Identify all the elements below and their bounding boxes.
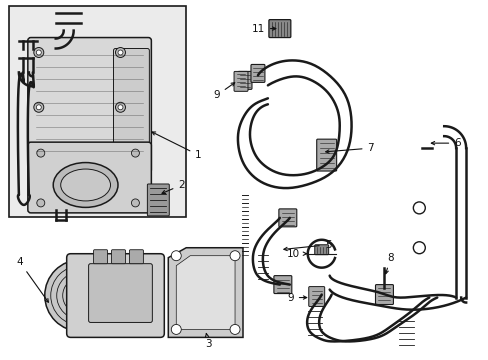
Text: 4: 4	[16, 257, 48, 302]
Circle shape	[76, 291, 85, 301]
Text: 8: 8	[384, 253, 393, 274]
Circle shape	[34, 157, 44, 167]
FancyBboxPatch shape	[316, 139, 336, 171]
FancyBboxPatch shape	[273, 276, 291, 293]
FancyBboxPatch shape	[113, 49, 149, 167]
FancyBboxPatch shape	[234, 71, 247, 91]
Polygon shape	[176, 256, 235, 329]
FancyBboxPatch shape	[238, 71, 251, 89]
Ellipse shape	[53, 163, 118, 207]
Circle shape	[36, 105, 41, 110]
Circle shape	[36, 50, 41, 55]
Text: 3: 3	[205, 333, 211, 349]
Circle shape	[171, 251, 181, 261]
FancyBboxPatch shape	[66, 254, 164, 337]
Text: 6: 6	[430, 138, 460, 148]
Circle shape	[37, 199, 45, 207]
FancyBboxPatch shape	[9, 6, 186, 217]
FancyBboxPatch shape	[268, 20, 290, 37]
FancyBboxPatch shape	[93, 250, 107, 264]
Circle shape	[71, 285, 90, 306]
FancyBboxPatch shape	[375, 285, 393, 305]
Text: 10: 10	[286, 249, 306, 259]
Circle shape	[229, 324, 240, 334]
Ellipse shape	[61, 169, 110, 201]
FancyBboxPatch shape	[250, 64, 264, 82]
Circle shape	[45, 260, 116, 332]
Text: 2: 2	[162, 180, 184, 194]
FancyBboxPatch shape	[28, 37, 151, 173]
FancyBboxPatch shape	[88, 264, 152, 323]
Polygon shape	[168, 248, 243, 337]
Circle shape	[37, 149, 45, 157]
FancyBboxPatch shape	[28, 142, 151, 213]
FancyBboxPatch shape	[314, 245, 328, 255]
Text: 5: 5	[284, 240, 331, 251]
Text: 9: 9	[213, 83, 234, 100]
FancyBboxPatch shape	[308, 287, 324, 306]
Text: 9: 9	[286, 293, 306, 302]
Circle shape	[229, 251, 240, 261]
Circle shape	[34, 102, 44, 112]
Circle shape	[131, 149, 139, 157]
Circle shape	[118, 105, 122, 110]
Text: 11: 11	[251, 24, 275, 33]
Text: 7: 7	[325, 143, 373, 153]
Circle shape	[118, 159, 122, 165]
Circle shape	[118, 50, 122, 55]
Circle shape	[115, 48, 125, 58]
Circle shape	[36, 159, 41, 165]
Text: 1: 1	[152, 132, 202, 160]
FancyBboxPatch shape	[111, 250, 125, 264]
FancyBboxPatch shape	[129, 250, 143, 264]
FancyBboxPatch shape	[147, 184, 169, 216]
Circle shape	[131, 199, 139, 207]
Circle shape	[34, 48, 44, 58]
Circle shape	[171, 324, 181, 334]
FancyBboxPatch shape	[278, 209, 296, 227]
Circle shape	[115, 157, 125, 167]
Circle shape	[115, 102, 125, 112]
